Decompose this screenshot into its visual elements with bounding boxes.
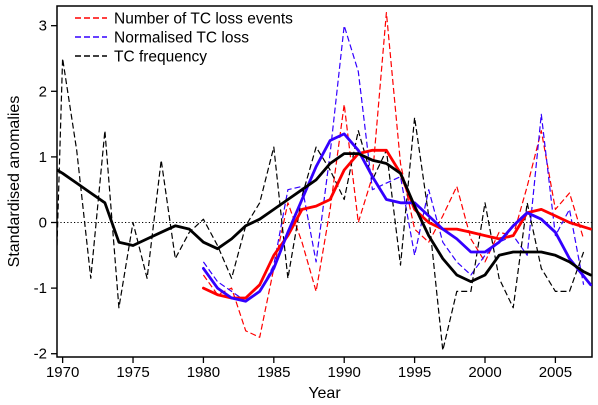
x-tick-label: 1990 [328,364,361,381]
plot-border [56,5,593,358]
x-tick-label: 2000 [468,364,501,381]
y-tick-label: -1 [34,280,47,297]
legend-label: Number of TC loss events [114,11,293,28]
x-tick-label: 1985 [257,364,290,381]
smoothed-series-3 [201,148,592,300]
x-tick-label: 1995 [398,364,431,381]
dashed-series-0 [202,12,585,338]
x-axis-ticks: 1970 1975 1980 1985 1990 1995 2000 2005 [46,357,572,381]
y-tick-label: -2 [34,346,47,363]
x-tick-label: 2005 [539,364,572,381]
legend-label: Normalised TC loss [114,30,249,47]
y-tick-label: 3 [39,18,47,35]
y-axis-label: Standardised anomalies [6,96,23,268]
smoothed-series-5 [57,152,592,284]
y-tick-label: 0 [39,215,47,232]
y-tick-label: 2 [39,83,47,100]
plot-frame [56,5,593,358]
smoothed-series-4 [201,132,592,303]
y-axis-ticks: -2 -1 0 1 2 3 [34,18,57,363]
x-axis-label: Year [308,385,341,402]
x-tick-label: 1970 [46,364,79,381]
dashed-series-2 [57,57,585,351]
legend-label: TC frequency [114,49,207,66]
x-tick-label: 1975 [116,364,149,381]
series-layer [57,12,592,351]
legend: Number of TC loss events Normalised TC lo… [75,11,293,66]
x-tick-label: 1980 [187,364,220,381]
y-tick-label: 1 [39,149,47,166]
